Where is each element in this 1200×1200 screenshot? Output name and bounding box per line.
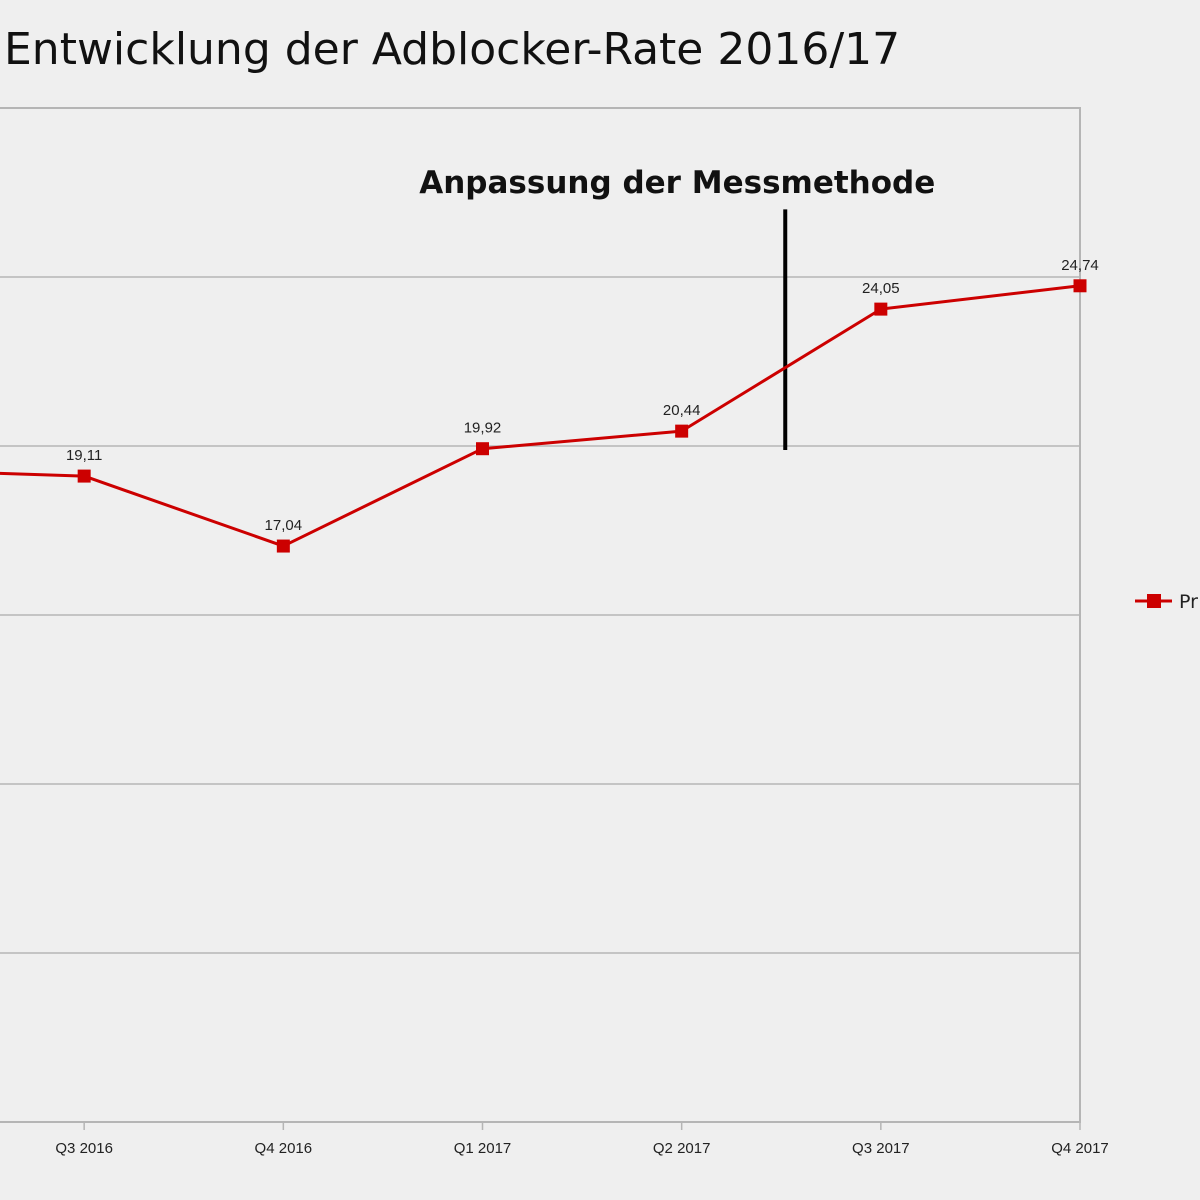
data-point [874, 302, 888, 316]
data-label: 20,44 [663, 402, 701, 419]
data-label: 17,04 [265, 517, 303, 534]
data-label: 19,11 [66, 447, 102, 464]
data-label: 24,05 [862, 280, 900, 297]
grid-lines [0, 276, 1080, 954]
data-label: 24,74 [1061, 257, 1099, 274]
x-tick-label: Q3 2017 [852, 1140, 910, 1157]
plot-area-border [0, 107, 1081, 1123]
annotation-label: Anpassung der Messmethode [419, 165, 935, 201]
legend-marker [1147, 594, 1161, 608]
x-tick-label: Q4 2016 [255, 1140, 313, 1157]
data-label: 19,92 [464, 420, 502, 437]
data-point [675, 424, 689, 438]
legend: Pr [1135, 591, 1198, 613]
x-tick-label: Q4 2017 [1051, 1140, 1109, 1157]
annotation: Anpassung der Messmethode [419, 165, 935, 450]
x-tick-label: Q2 2017 [653, 1140, 711, 1157]
chart-title: Entwicklung der Adblocker-Rate 2016/17 [4, 24, 901, 75]
data-point [476, 442, 489, 456]
series-line [0, 284, 1081, 548]
series-group: 19,11 17,04 19,92 20,44 24,05 24,74 [0, 257, 1099, 553]
data-point [1073, 279, 1087, 293]
data-point [77, 469, 91, 483]
data-point [276, 539, 290, 553]
x-tick-label: Q3 2016 [55, 1140, 113, 1157]
legend-label: Pr [1179, 591, 1198, 613]
x-tick-label: Q1 2017 [454, 1140, 512, 1157]
x-axis: Q3 2016 Q4 2016 Q1 2017 Q2 2017 Q3 2017 Q4 20… [55, 1122, 1109, 1157]
